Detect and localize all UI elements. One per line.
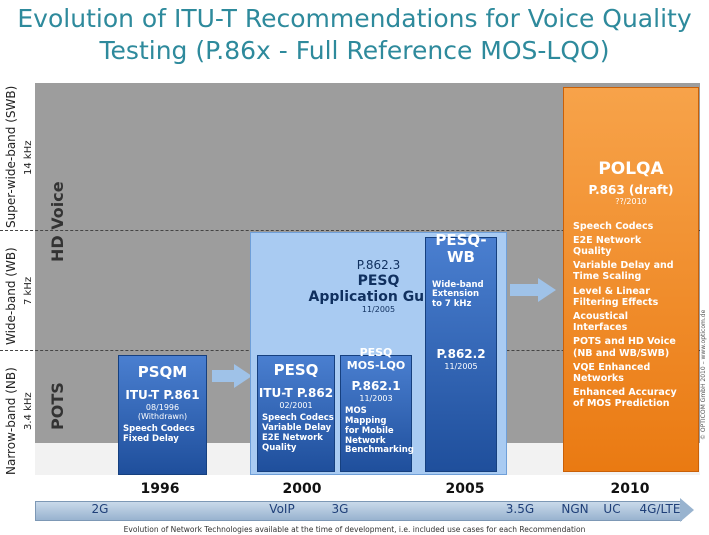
text: 11/2005 (444, 361, 478, 371)
arrow (538, 278, 556, 302)
caption: Evolution of Network Technologies availa… (123, 525, 586, 534)
feature: for Mobile (345, 425, 394, 436)
text: P.863 (draft) (588, 182, 674, 197)
feature: Quality (573, 245, 612, 257)
text: 11/2005 (361, 304, 396, 314)
year: 2005 (445, 481, 485, 497)
year: 1996 (140, 481, 180, 497)
text: Application Guide (308, 288, 449, 305)
feature: E2E Network (262, 432, 323, 443)
band-group: HD Voice (48, 181, 67, 262)
polqa-box: POLQA P.863 (draft) ??/2010 Speech Codec… (563, 87, 699, 472)
feature: Filtering Effects (573, 296, 659, 308)
arrow (234, 364, 252, 388)
arrow (510, 284, 540, 296)
text: (Withdrawn) (137, 412, 188, 422)
feature: MOS Mapping (345, 406, 387, 427)
text: P.862.1 (351, 379, 401, 394)
feature-list: Wide-band Extension to 7 kHz (426, 279, 496, 310)
technology: 3.5G (505, 502, 535, 516)
feature: Network (345, 435, 386, 446)
feature: VQE Enhanced (573, 361, 651, 373)
text: WB (447, 248, 475, 267)
feature: of MOS Prediction (573, 398, 670, 410)
band-label: Narrow-band (NB) (4, 367, 18, 475)
feature: Variable Delay and (573, 260, 674, 272)
technology: 2G (91, 502, 109, 516)
feature: Fixed Delay (123, 434, 179, 445)
band-freq: 14 kHz (23, 140, 34, 175)
feature: (NB and WB/SWB) (573, 347, 670, 359)
feature: Enhanced Accuracy (573, 387, 677, 399)
feature: Networks (573, 372, 624, 384)
text: MOS-LQO (346, 358, 406, 372)
feature: Interfaces (573, 322, 628, 334)
divider (0, 230, 700, 231)
feature-list: Speech Codecs Fixed Delay (119, 425, 206, 445)
feature-list: MOS Mapping for Mobile Network Benchmarking (341, 406, 414, 456)
feature: Extension (432, 289, 480, 300)
feature: E2E Network (573, 234, 642, 246)
feature: POTS and HD Voice (573, 336, 676, 348)
text: PESQ (359, 346, 393, 359)
recommendation-box: PESQ- WB Wide-band Extension to 7 kHz P.862.2… (425, 231, 497, 472)
text: PESQ- (435, 231, 487, 249)
band-label: Wide-band (WB) (4, 247, 18, 345)
text: POLQA (598, 159, 664, 179)
feature: Level & Linear (573, 285, 650, 297)
recommendation-box: PSQM ITU-T P.861 08/1996 (Withdrawn) Speech … (118, 355, 207, 475)
feature: Time Scaling (573, 271, 642, 283)
text: 02/2001 (279, 401, 313, 411)
year: 2010 (610, 481, 650, 497)
text: 11/2003 (359, 394, 393, 404)
recommendation-box: PESQ MOS-LQO P.862.1 11/2003 MOS Mapping for … (340, 346, 414, 472)
text: 08/1996 (145, 403, 180, 413)
title: Evolution of ITU-T Recommendations for V… (17, 4, 692, 33)
band-freq: 7 kHz (23, 276, 34, 305)
technology: VoIP (269, 502, 295, 516)
text: ITU-T P.862 (258, 386, 334, 401)
feature: Wide-band (432, 279, 484, 290)
technology: NGN (561, 502, 589, 516)
feature: Benchmarking (345, 445, 414, 456)
text: P.862.3 (356, 258, 401, 272)
recommendation-box: PESQ ITU-T P.862 02/2001 Speech Codecs Varia… (257, 355, 335, 472)
feature: to 7 kHz (432, 299, 472, 310)
feature: Speech Codecs (123, 424, 195, 435)
technology: 4G/LTE (639, 502, 681, 516)
copyright: © OPTICOM GmbH 2010 – www.opticom.de (700, 309, 707, 440)
feature: Speech Codecs (262, 413, 334, 424)
feature: Speech Codecs (573, 220, 654, 232)
technology: 3G (331, 502, 349, 516)
text: PESQ (273, 361, 319, 379)
feature: Variable Delay (262, 423, 332, 433)
feature-list: Speech Codecs Variable Delay E2E Network Qu… (258, 413, 334, 453)
timeline-arrow (680, 498, 694, 522)
technology: UC (603, 502, 621, 516)
text: P.862.2 (436, 346, 486, 361)
arrow (212, 370, 236, 382)
year: 2000 (282, 481, 322, 497)
text: ITU-T P.861 (125, 388, 200, 403)
feature: Acoustical (573, 310, 629, 322)
title: Testing (P.86x - Full Reference MOS-LQO) (99, 36, 610, 65)
feature: Quality (262, 442, 297, 453)
text: ??/2010 (615, 197, 647, 207)
band-freq: 3.4 kHz (23, 392, 34, 430)
text: PESQ (357, 272, 400, 289)
band-group: POTS (48, 382, 67, 430)
band-label: Super-wide-band (SWB) (4, 85, 18, 228)
text: PSQM (137, 363, 188, 381)
